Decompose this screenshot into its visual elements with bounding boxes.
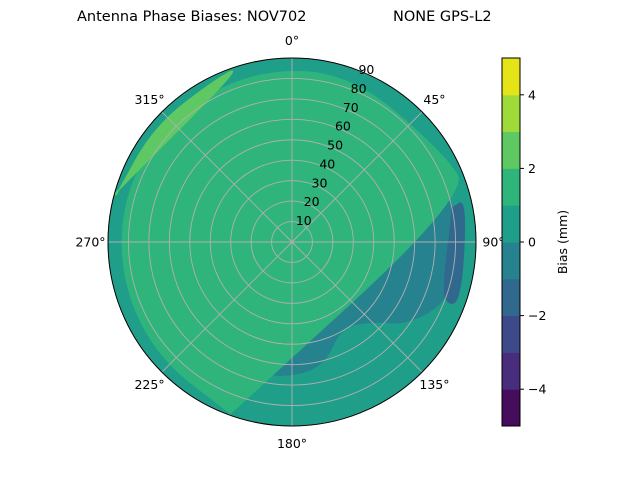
angle-tick-label: 135° — [419, 377, 449, 392]
colorbar-label: Bias (mm) — [555, 210, 570, 274]
radial-tick-label: 20 — [304, 194, 320, 209]
contour-region-3 — [443, 202, 466, 304]
radial-tick-label: 10 — [296, 213, 312, 228]
plot-border — [107, 57, 477, 427]
colorbar-bin — [502, 131, 520, 169]
colorbar-tick-label: 4 — [528, 87, 536, 102]
chart-subtitle: NONE GPS-L2 — [393, 9, 492, 25]
radial-tick-label: 80 — [351, 81, 367, 96]
chart-title: Antenna Phase Biases: NOV702 — [77, 9, 307, 25]
radial-tick-label: 70 — [343, 100, 359, 115]
radial-tick-label: 30 — [312, 175, 328, 190]
angular-gridline — [161, 241, 293, 373]
angle-tick-label: 45° — [423, 92, 445, 107]
colorbar-bin — [502, 315, 520, 353]
angular-gridline — [291, 241, 423, 373]
colorbar-tick-label: −2 — [528, 308, 546, 323]
radial-tick-label: 50 — [327, 138, 343, 153]
colorbar-bin — [502, 168, 520, 206]
colorbar-bin — [502, 389, 520, 427]
angle-tick-label: 0° — [285, 33, 299, 48]
angle-tick-label: 180° — [277, 436, 307, 451]
colorbar-bin — [502, 58, 520, 96]
angle-tick-label: 225° — [134, 377, 164, 392]
radial-tick-label: 40 — [319, 156, 335, 171]
colorbar-bin — [502, 278, 520, 317]
radial-tick-label: 90 — [358, 62, 374, 77]
colorbar-tick-label: 0 — [528, 235, 536, 250]
colorbar-bin — [502, 94, 520, 133]
angular-gridline — [161, 111, 293, 243]
radial-tick-label: 60 — [335, 119, 351, 134]
angle-tick-label: 315° — [134, 92, 164, 107]
colorbar-bin — [502, 205, 520, 243]
colorbar-bin — [502, 242, 520, 280]
colorbar-bin — [502, 352, 520, 390]
colorbar-tick-label: −4 — [528, 382, 546, 397]
contour-region-5 — [113, 70, 234, 196]
angle-tick-label: 90° — [482, 235, 504, 250]
colorbar-tick-label: 2 — [528, 161, 536, 176]
angular-gridline — [291, 111, 423, 243]
angle-tick-label: 270° — [75, 235, 105, 250]
